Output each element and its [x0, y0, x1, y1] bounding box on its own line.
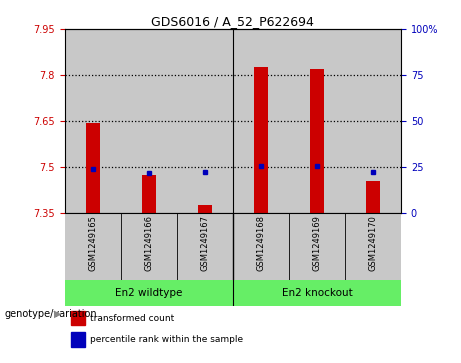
Bar [121, 29, 177, 213]
Bar [86, 123, 100, 213]
Title: GDS6016 / A_52_P622694: GDS6016 / A_52_P622694 [151, 15, 314, 28]
Bar [345, 29, 401, 213]
Bar [289, 29, 345, 213]
Text: GSM1249169: GSM1249169 [313, 215, 321, 271]
Bar [177, 29, 233, 213]
Bar [65, 280, 233, 306]
Text: GSM1249170: GSM1249170 [368, 215, 378, 271]
Text: En2 knockout: En2 knockout [282, 288, 352, 298]
Bar [71, 311, 85, 326]
Text: genotype/variation: genotype/variation [5, 309, 97, 319]
Bar [142, 175, 156, 213]
Bar [71, 332, 85, 347]
Bar [233, 29, 289, 213]
Bar [121, 29, 177, 213]
Bar [198, 205, 212, 213]
Text: ▶: ▶ [54, 309, 61, 319]
Text: En2 wildtype: En2 wildtype [115, 288, 183, 298]
Bar [310, 69, 324, 213]
Text: GSM1249165: GSM1249165 [88, 215, 97, 271]
Bar [233, 280, 401, 306]
Bar [233, 29, 289, 213]
Text: GSM1249168: GSM1249168 [256, 215, 266, 271]
Bar [289, 29, 345, 213]
Bar [345, 29, 401, 213]
Bar [65, 29, 121, 213]
Bar [366, 181, 380, 213]
Bar [65, 29, 121, 213]
Text: GSM1249166: GSM1249166 [144, 215, 153, 271]
Text: percentile rank within the sample: percentile rank within the sample [90, 335, 243, 344]
Text: GSM1249167: GSM1249167 [200, 215, 209, 271]
Text: transformed count: transformed count [90, 314, 174, 323]
Bar [254, 68, 268, 213]
Bar [177, 29, 233, 213]
